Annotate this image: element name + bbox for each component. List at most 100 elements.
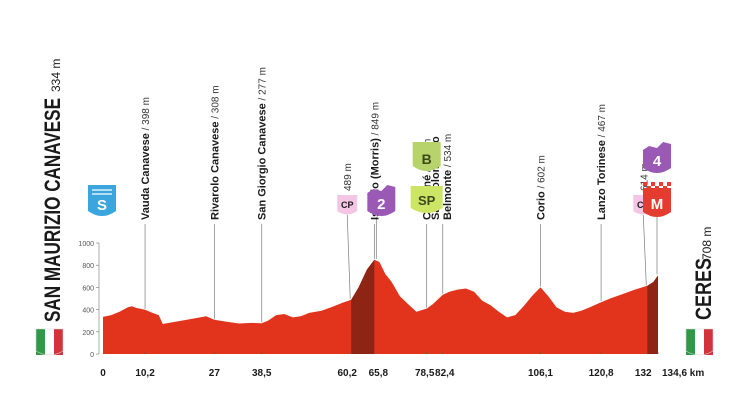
waypoint-altitude: / 849 m: [370, 102, 381, 138]
sprint-badge: SP: [410, 186, 443, 213]
bonus-badge-shape: [412, 142, 441, 171]
x-tick-label: 0: [100, 368, 106, 379]
climb-section: [647, 275, 658, 354]
waypoint-altitude: / 308 m: [210, 85, 221, 121]
bonus-badge: B: [412, 142, 441, 171]
y-tick-label: 200: [82, 330, 94, 337]
x-tick-label: 120,8: [589, 368, 614, 379]
waypoint-altitude: / 534 m: [443, 134, 454, 170]
cp-altitude: 489 m: [343, 163, 354, 191]
connector-layer: [144, 214, 658, 323]
x-tick-label: 82,4: [435, 368, 455, 379]
waypoint-name: Corio / 602 m: [535, 155, 547, 220]
waypoint-name-text: Lanzo Torinese: [596, 140, 608, 220]
sprint-badge-label: SP: [418, 193, 436, 208]
waypoint-name: San Giorgio Canavese / 277 m: [257, 67, 269, 220]
waypoint-altitude: / 602 m: [536, 155, 547, 191]
x-tick-label: 60,2: [337, 368, 357, 379]
start-altitude: 334 m: [49, 59, 63, 92]
finish-badge: M: [643, 182, 671, 217]
climb-section: [351, 259, 375, 354]
mountain-badge: 2: [367, 185, 396, 216]
waypoint-name: Rivarolo Canavese / 308 m: [209, 85, 221, 220]
start-badge-shape: [88, 185, 116, 216]
flag-outline: [35, 328, 64, 356]
x-tick-label: 38,5: [252, 368, 272, 379]
flag-stripe: [704, 329, 713, 355]
waypoint-name-text: Corio: [535, 191, 547, 220]
waypoint-name: Lanzo Torinese / 467 m: [596, 104, 608, 220]
waypoint-label: Lanzo Torinese / 467 m: [596, 104, 608, 220]
y-tick-label: 0: [90, 352, 94, 359]
waypoint-altitude: / 467 m: [597, 104, 608, 140]
italian-flag-finish: [685, 328, 714, 356]
waypoint-name-text: Belmonte: [442, 170, 454, 220]
profile-area: [103, 259, 658, 354]
x-tick-label: 132: [635, 368, 652, 379]
start-badge: S: [88, 185, 116, 216]
waypoint-name-text: San Giorgio Canavese: [257, 103, 269, 220]
finish-name: CERES: [691, 258, 716, 320]
flag-stripe: [36, 329, 45, 355]
flag-stripe: [695, 329, 704, 355]
sprint-badge-shape: [410, 186, 443, 213]
checker-square: [659, 182, 663, 186]
mountain-badge: 4: [643, 142, 671, 173]
waypoint-name: Vauda Canavese / 398 m: [140, 97, 152, 220]
waypoint-label: Vauda Canavese / 398 m: [140, 97, 152, 220]
waypoint-name-text: Rivarolo Canavese: [209, 122, 221, 220]
y-tick-label: 800: [82, 263, 94, 270]
x-tick-label: 106,1: [528, 368, 553, 379]
waypoint-name-text: Vauda Canavese: [140, 133, 152, 220]
cp-shape: [337, 195, 358, 215]
start-block: SAN MAURIZIO CANAVESE 334 m: [35, 59, 65, 356]
waypoint-label: Rivarolo Canavese / 308 m: [209, 85, 221, 220]
waypoint-name-line2: Belmonte / 534 m: [442, 134, 454, 220]
checker-square: [667, 182, 671, 186]
y-tick-label: 600: [82, 285, 94, 292]
mountain-badge-label: 2: [377, 196, 385, 213]
cp-connector: [346, 214, 351, 299]
finish-block: CERES 708 m: [685, 227, 716, 356]
x-tick-label: 27: [209, 368, 221, 379]
cp-altitude-group: 614 m: [639, 163, 650, 191]
y-tick-label: 400: [82, 308, 94, 315]
checker-square: [647, 186, 651, 190]
waypoint-altitude: / 277 m: [258, 67, 269, 103]
flag-stripe: [686, 329, 695, 355]
control-point-badge: CP: [337, 195, 358, 215]
checker-square: [643, 182, 647, 186]
italian-flag-start: [35, 328, 64, 356]
x-axis-ticks: 0 10,2 27 38,5 60,2 65,8 78,5 82,4 106,1 120,8 132…: [100, 368, 704, 379]
finish-badge-label: M: [651, 196, 664, 213]
waypoint-label: Corio / 602 m: [535, 155, 547, 220]
start-badge-label: S: [97, 197, 107, 214]
x-tick-label: 134,6 km: [662, 368, 704, 379]
finish-altitude: 708 m: [700, 227, 714, 260]
flag-stripe: [54, 329, 63, 355]
waypoint-label: San Giorgio Canavese / 277 m: [257, 67, 269, 220]
cp-altitude: 614 m: [639, 163, 650, 191]
waypoint-altitude: / 398 m: [141, 97, 152, 133]
finish-badge-shape: [643, 188, 671, 217]
cp-connector: [642, 214, 647, 285]
y-tick-label: 1000: [78, 241, 94, 248]
flag-outline: [685, 328, 714, 356]
x-tick-label: 10,2: [135, 368, 155, 379]
checker-square: [663, 186, 667, 190]
mountain-badge-shape: [367, 185, 396, 216]
y-axis: 0 200 400 600 800 1000: [78, 241, 100, 359]
cp-label: CP: [341, 200, 354, 210]
mountain-badge-label: 4: [653, 153, 662, 170]
mountain-badge-shape: [643, 142, 671, 173]
x-tick-label: 78,5: [415, 368, 435, 379]
checker-square: [655, 186, 659, 190]
checker-square: [651, 182, 655, 186]
x-tick-label: 65,8: [369, 368, 389, 379]
profile-area-layer: [103, 259, 659, 354]
start-name: SAN MAURIZIO CANAVESE: [40, 98, 65, 322]
flag-stripe: [45, 329, 54, 355]
cp-altitude-group: 489 m: [343, 163, 354, 191]
